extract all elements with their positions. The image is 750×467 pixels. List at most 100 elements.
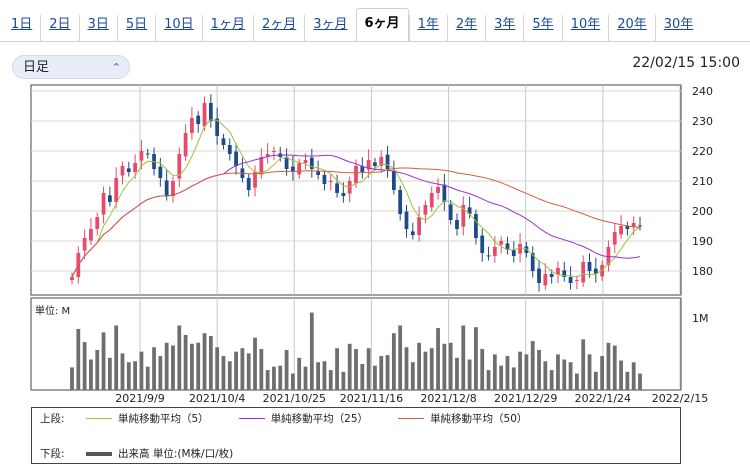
candle-4 — [95, 217, 100, 229]
candle-12 — [145, 153, 150, 155]
tab-6[interactable]: 2ヶ月 — [252, 15, 304, 42]
volume-bar-70 — [511, 367, 516, 390]
tab-9[interactable]: 1年 — [408, 15, 447, 42]
volume-bar-86 — [612, 345, 617, 390]
candle-3 — [89, 229, 93, 241]
x-label-0: 2021/9/9 — [115, 392, 164, 405]
tab-8[interactable]: 6ヶ月 — [355, 8, 409, 42]
tab-5[interactable]: 1ヶ月 — [201, 15, 253, 42]
volume-bar-22 — [208, 335, 213, 390]
volume-bar-48 — [373, 365, 377, 390]
candle-42 — [335, 183, 339, 193]
candle-59 — [442, 184, 447, 202]
candle-79 — [568, 277, 573, 283]
candle-61 — [455, 220, 459, 229]
candle-6 — [107, 195, 112, 202]
candle-45 — [354, 166, 358, 184]
volume-bar-88 — [625, 371, 630, 390]
volume-bar-46 — [360, 363, 365, 390]
x-label-3: 2021/11/16 — [340, 392, 403, 405]
volume-bar-21 — [202, 333, 207, 390]
tab-4[interactable]: 10日 — [155, 15, 202, 42]
tab-7[interactable]: 3ヶ月 — [304, 15, 355, 42]
volume-bar-23 — [215, 347, 220, 390]
volume-bar-69 — [505, 356, 510, 390]
volume-bar-79 — [568, 362, 573, 390]
candle-39 — [316, 171, 321, 175]
volume-bar-11 — [139, 351, 144, 390]
volume-bar-55 — [417, 342, 422, 390]
x-label-5: 2021/12/29 — [494, 392, 557, 405]
volume-bar-40 — [322, 361, 327, 390]
volume-bar-63 — [467, 359, 472, 390]
candle-19 — [190, 118, 194, 133]
tab-15[interactable]: 30年 — [654, 15, 702, 42]
tab-3[interactable]: 5日 — [116, 15, 155, 42]
volume-bar-26 — [234, 351, 238, 390]
candle-68 — [499, 241, 504, 245]
candle-71 — [518, 244, 522, 254]
candle-31 — [265, 154, 270, 157]
volume-bar-53 — [404, 347, 409, 390]
candle-56 — [423, 205, 428, 215]
candle-0 — [70, 277, 74, 280]
price-pane — [30, 84, 682, 296]
volume-bar-2 — [82, 342, 87, 390]
volume-bar-54 — [410, 362, 415, 390]
candle-49 — [379, 157, 384, 166]
volume-bar-25 — [227, 361, 232, 390]
volume-bar-12 — [145, 366, 150, 390]
volume-bar-83 — [593, 371, 598, 390]
candle-30 — [259, 157, 264, 175]
candle-77 — [556, 268, 560, 275]
tab-13[interactable]: 10年 — [561, 15, 609, 42]
candle-16 — [171, 181, 175, 196]
tab-2[interactable]: 3日 — [78, 15, 117, 42]
candle-64 — [474, 214, 478, 238]
candle-51 — [391, 171, 396, 190]
x-label-2: 2021/10/25 — [263, 392, 326, 405]
volume-bar-17 — [177, 325, 182, 390]
volume-bar-38 — [309, 312, 314, 390]
volume-bar-82 — [587, 354, 592, 390]
volume-bar-68 — [499, 365, 504, 390]
candle-21 — [202, 103, 207, 127]
candle-43 — [341, 193, 346, 196]
candle-36 — [297, 163, 302, 175]
volume-bar-84 — [600, 356, 605, 390]
volume-bar-37 — [303, 366, 308, 390]
candle-7 — [114, 178, 119, 202]
legend-ma5: 単純移動平均（5） — [82, 411, 209, 426]
candle-5 — [101, 193, 106, 215]
volume-bar-44 — [347, 343, 352, 390]
volume-bar-5 — [101, 332, 106, 390]
candle-53 — [404, 211, 409, 229]
y-tick-3: 210 — [692, 175, 713, 188]
x-label-6: 2022/1/24 — [575, 392, 631, 405]
tab-14[interactable]: 20年 — [608, 15, 655, 42]
volume-bar-75 — [543, 361, 548, 390]
volume-bar-7 — [114, 325, 119, 390]
candle-72 — [524, 246, 529, 253]
tab-12[interactable]: 5年 — [523, 15, 561, 42]
candle-62 — [461, 205, 466, 227]
ma-line-5 — [71, 119, 641, 278]
chart-datetime: 22/02/15 15:00 — [632, 55, 740, 71]
legend-volume: 出来高 単位:(M株/口/枚) — [82, 446, 233, 461]
tab-10[interactable]: 2年 — [446, 15, 485, 42]
period-tabs: 1日 2日 3日 5日 10日 1ヶ月 2ヶ月 3ヶ月 6ヶ月 1年 2年 3年 5年 10年 20年 30年 — [0, 0, 750, 42]
tab-11[interactable]: 3年 — [485, 15, 523, 42]
candle-65 — [480, 235, 485, 253]
volume-bar-16 — [171, 345, 175, 390]
period-select[interactable]: 日足 ⌃ — [12, 55, 130, 79]
chevron-updown-icon: ⌃ — [111, 61, 121, 74]
volume-bar-65 — [480, 348, 485, 390]
volume-bar-81 — [581, 339, 586, 390]
candle-25 — [227, 145, 232, 154]
candle-85 — [606, 247, 611, 265]
y-tick-6: 240 — [692, 85, 713, 98]
tab-1[interactable]: 2日 — [40, 15, 78, 42]
tab-0[interactable]: 1日 — [11, 17, 33, 32]
candle-75 — [543, 274, 548, 286]
